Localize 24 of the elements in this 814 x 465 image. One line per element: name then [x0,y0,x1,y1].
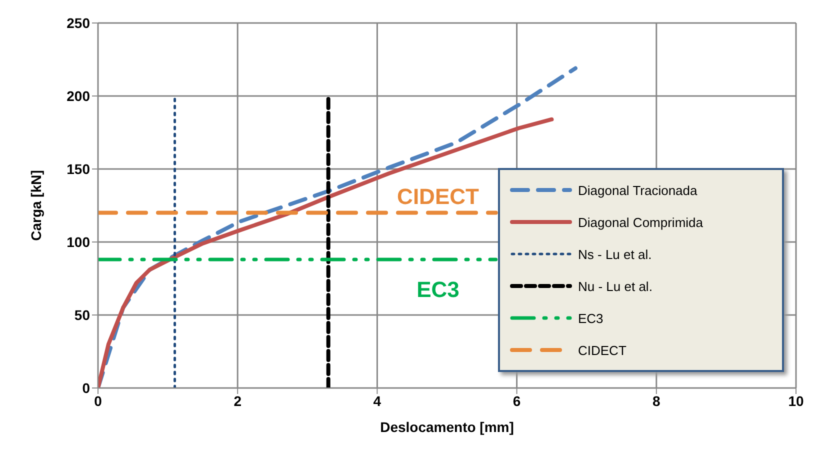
x-tick-label: 10 [788,392,804,409]
legend-label: Ns - Lu et al. [578,246,652,262]
x-tick-label: 4 [373,392,382,409]
annotation: CIDECT [397,184,479,210]
line-series [98,66,578,388]
legend-label: Nu - Lu et al. [578,278,652,294]
legend-label: CIDECT [578,342,626,358]
legend-label: EC3 [578,310,604,326]
x-tick-label: 2 [234,392,242,409]
x-tick-label: 6 [512,392,521,409]
x-axis-title: Deslocamento [mm] [380,419,514,435]
x-tick-label: 8 [652,392,660,409]
x-tick-label: 0 [94,392,102,409]
y-axis-title: Carga [kN] [28,170,44,241]
y-tick-label: 50 [74,306,90,323]
y-tick-label: 200 [66,88,90,104]
y-tick-label: 150 [66,160,90,177]
y-tick-label: 100 [66,234,90,250]
line-series [98,117,554,388]
legend-label: Diagonal Comprimida [578,214,703,230]
legend-label: Diagonal Tracionada [578,182,698,198]
y-tick-label: 0 [82,380,90,396]
annotation: EC3 [416,277,460,303]
y-tick-label: 250 [66,14,90,31]
